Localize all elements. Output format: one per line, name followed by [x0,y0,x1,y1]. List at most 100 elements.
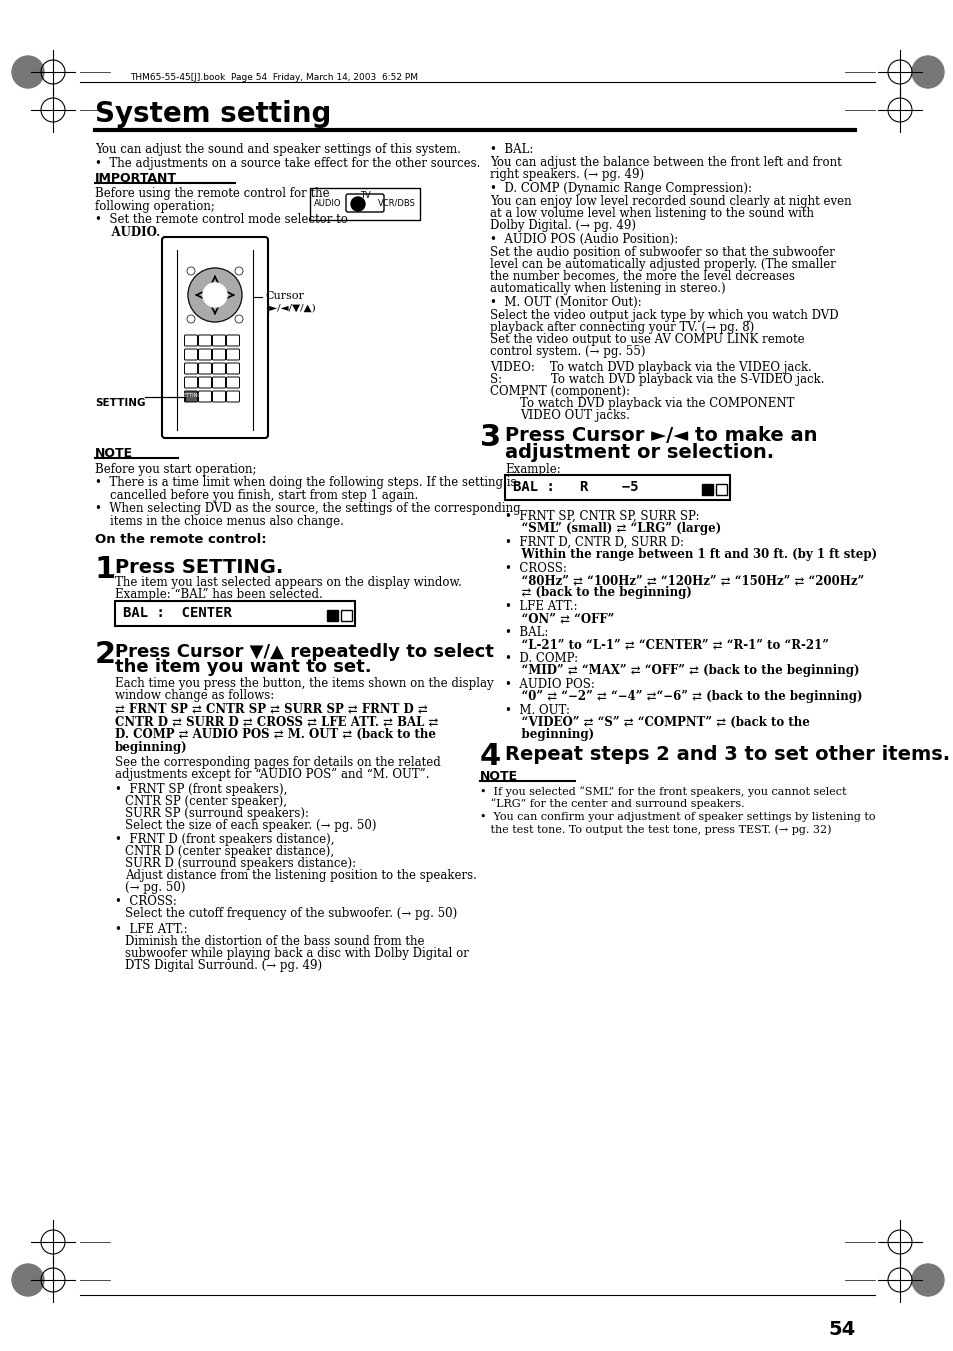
Text: THM65-55-45[J].book  Page 54  Friday, March 14, 2003  6:52 PM: THM65-55-45[J].book Page 54 Friday, Marc… [130,73,417,82]
Text: “VIDEO” ⇄ “S” ⇄ “COMPNT” ⇄ (back to the: “VIDEO” ⇄ “S” ⇄ “COMPNT” ⇄ (back to the [504,716,809,730]
Text: •  FRNT SP, CNTR SP, SURR SP:: • FRNT SP, CNTR SP, SURR SP: [504,509,699,523]
Text: AUDIO: AUDIO [314,199,341,208]
Circle shape [234,315,243,323]
Text: window change as follows:: window change as follows: [115,689,274,703]
Text: Within the range between 1 ft and 30 ft. (by 1 ft step): Within the range between 1 ft and 30 ft.… [504,549,876,561]
Text: •  LFE ATT.:: • LFE ATT.: [504,600,577,613]
Text: Set the audio position of subwoofer so that the subwoofer: Set the audio position of subwoofer so t… [490,246,834,259]
Text: Example:: Example: [504,463,560,476]
Text: SURR SP (surround speakers):: SURR SP (surround speakers): [125,807,309,820]
Text: Press Cursor ►/◄ to make an: Press Cursor ►/◄ to make an [504,426,817,444]
Text: 4: 4 [479,742,500,771]
Text: NOTE: NOTE [95,447,133,459]
FancyBboxPatch shape [198,377,212,388]
Text: S:             To watch DVD playback via the S-VIDEO jack.: S: To watch DVD playback via the S-VIDEO… [490,373,823,386]
Text: •  D. COMP:: • D. COMP: [504,653,578,665]
Text: following operation;: following operation; [95,200,214,213]
Text: the test tone. To output the test tone, press TEST. (→ pg. 32): the test tone. To output the test tone, … [479,824,831,835]
Text: control system. (→ pg. 55): control system. (→ pg. 55) [490,345,645,358]
Text: Diminish the distortion of the bass sound from the: Diminish the distortion of the bass soun… [125,935,424,948]
Text: NOTE: NOTE [479,770,517,784]
Text: You can enjoy low level recorded sound clearly at night even: You can enjoy low level recorded sound c… [490,195,851,208]
Text: System setting: System setting [95,100,331,128]
Text: SURR D (surround speakers distance):: SURR D (surround speakers distance): [125,857,355,870]
Text: Press Cursor ▼/▲ repeatedly to select: Press Cursor ▼/▲ repeatedly to select [115,643,494,661]
Text: IMPORTANT: IMPORTANT [95,172,177,185]
Text: level can be automatically adjusted properly. (The smaller: level can be automatically adjusted prop… [490,258,835,272]
FancyBboxPatch shape [716,484,726,494]
Text: “SML” (small) ⇄ “LRG” (large): “SML” (small) ⇄ “LRG” (large) [504,521,720,535]
Text: VCR/DBS: VCR/DBS [377,199,416,208]
Text: 1: 1 [95,555,116,584]
Text: “L-21” to “L-1” ⇄ “CENTER” ⇄ “R-1” to “R-21”: “L-21” to “L-1” ⇄ “CENTER” ⇄ “R-1” to “R… [504,638,828,651]
FancyBboxPatch shape [226,349,239,359]
FancyBboxPatch shape [162,236,268,438]
Text: On the remote control:: On the remote control: [95,534,266,546]
Text: You can adjust the sound and speaker settings of this system.: You can adjust the sound and speaker set… [95,143,460,155]
Text: •  AUDIO POS:: • AUDIO POS: [504,678,595,690]
Text: •  M. OUT:: • M. OUT: [504,704,569,717]
Text: (→ pg. 50): (→ pg. 50) [125,881,185,894]
Text: SETTING: SETTING [95,399,146,408]
Text: CNTR SP (center speaker),: CNTR SP (center speaker), [125,794,287,808]
Text: •  LFE ATT.:: • LFE ATT.: [115,923,188,936]
Text: COMPNT (component):: COMPNT (component): [490,385,629,399]
Text: Select the cutoff frequency of the subwoofer. (→ pg. 50): Select the cutoff frequency of the subwo… [125,907,456,920]
Text: 54: 54 [828,1320,855,1339]
Text: Press SETTING.: Press SETTING. [115,558,283,577]
Text: beginning): beginning) [504,728,594,740]
FancyBboxPatch shape [226,390,239,403]
Text: TV: TV [359,190,370,200]
Text: 3: 3 [479,423,500,453]
FancyBboxPatch shape [184,349,197,359]
Text: •  You can confirm your adjustment of speaker settings by listening to: • You can confirm your adjustment of spe… [479,812,875,821]
FancyBboxPatch shape [213,349,225,359]
FancyBboxPatch shape [198,335,212,346]
FancyBboxPatch shape [184,363,197,374]
Circle shape [351,197,365,211]
Text: Example: “BAL” has been selected.: Example: “BAL” has been selected. [115,588,322,601]
FancyBboxPatch shape [213,377,225,388]
Text: Before using the remote control for the: Before using the remote control for the [95,186,330,200]
Text: •  M. OUT (Monitor Out):: • M. OUT (Monitor Out): [490,296,641,309]
Text: To watch DVD playback via the COMPONENT: To watch DVD playback via the COMPONENT [519,397,794,409]
Text: •  CROSS:: • CROSS: [115,894,176,908]
Text: •  D. COMP (Dynamic Range Compression):: • D. COMP (Dynamic Range Compression): [490,182,751,195]
Text: Each time you press the button, the items shown on the display: Each time you press the button, the item… [115,677,493,690]
Text: CNTR D ⇄ SURR D ⇄ CROSS ⇄ LFE ATT. ⇄ BAL ⇄: CNTR D ⇄ SURR D ⇄ CROSS ⇄ LFE ATT. ⇄ BAL… [115,715,438,728]
Text: •  If you selected “SML” for the front speakers, you cannot select: • If you selected “SML” for the front sp… [479,786,845,797]
FancyBboxPatch shape [701,484,712,494]
Text: items in the choice menus also change.: items in the choice menus also change. [95,515,343,528]
Circle shape [188,267,242,322]
Text: at a low volume level when listening to the sound with: at a low volume level when listening to … [490,207,813,220]
Text: the item you want to set.: the item you want to set. [115,658,372,676]
Text: •  FRNT D, CNTR D, SURR D:: • FRNT D, CNTR D, SURR D: [504,536,683,549]
FancyBboxPatch shape [340,611,352,621]
Circle shape [203,282,227,307]
FancyBboxPatch shape [213,390,225,403]
Circle shape [12,55,44,88]
Text: •  BAL:: • BAL: [490,143,533,155]
Text: Before you start operation;: Before you start operation; [95,463,256,476]
Circle shape [911,1265,943,1296]
Text: subwoofer while playing back a disc with Dolby Digital or: subwoofer while playing back a disc with… [125,947,468,961]
Text: DTS Digital Surround. (→ pg. 49): DTS Digital Surround. (→ pg. 49) [125,959,322,971]
Text: •  The adjustments on a source take effect for the other sources.: • The adjustments on a source take effec… [95,157,480,170]
Text: (►/◄/▼/▲): (►/◄/▼/▲) [265,304,315,313]
Text: automatically when listening in stereo.): automatically when listening in stereo.) [490,282,725,295]
Text: See the corresponding pages for details on the related: See the corresponding pages for details … [115,757,440,769]
Text: •  FRNT D (front speakers distance),: • FRNT D (front speakers distance), [115,834,335,846]
Circle shape [234,267,243,276]
Text: ⇄ FRNT SP ⇄ CNTR SP ⇄ SURR SP ⇄ FRNT D ⇄: ⇄ FRNT SP ⇄ CNTR SP ⇄ SURR SP ⇄ FRNT D ⇄ [115,703,427,715]
Text: •  When selecting DVD as the source, the settings of the corresponding: • When selecting DVD as the source, the … [95,503,520,515]
Text: SETTING: SETTING [180,393,201,399]
Circle shape [187,315,194,323]
Text: The item you last selected appears on the display window.: The item you last selected appears on th… [115,576,461,589]
FancyBboxPatch shape [346,195,384,212]
Text: VIDEO OUT jacks.: VIDEO OUT jacks. [519,409,629,422]
Text: Select the video output jack type by which you watch DVD: Select the video output jack type by whi… [490,309,838,322]
Text: D. COMP ⇄ AUDIO POS ⇄ M. OUT ⇄ (back to the: D. COMP ⇄ AUDIO POS ⇄ M. OUT ⇄ (back to … [115,728,436,740]
FancyBboxPatch shape [310,188,419,220]
Text: Dolby Digital. (→ pg. 49): Dolby Digital. (→ pg. 49) [490,219,636,232]
Text: “ON” ⇄ “OFF”: “ON” ⇄ “OFF” [504,612,614,626]
